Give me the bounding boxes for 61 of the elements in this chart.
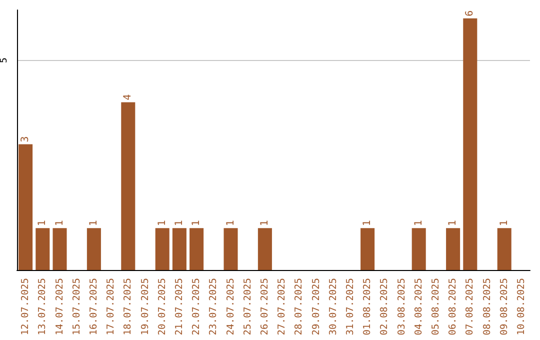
bar — [190, 228, 204, 270]
x-tick-label: 24.07.2025 — [225, 278, 236, 336]
bar — [52, 228, 67, 270]
data-label: 1 — [54, 220, 66, 226]
data-label: 1 — [191, 220, 202, 226]
x-tick-label: 25.07.2025 — [242, 278, 254, 336]
data-label: 1 — [174, 220, 185, 226]
y-tick-label: 5 — [0, 58, 10, 64]
bar — [497, 228, 512, 270]
x-tick-label: 27.07.2025 — [276, 278, 288, 336]
x-tick-label: 07.08.2025 — [464, 278, 476, 336]
x-tick-label: 08.08.2025 — [482, 278, 493, 336]
data-label: 1 — [259, 220, 270, 226]
x-tick-label: 30.07.2025 — [328, 278, 339, 336]
data-label: 6 — [464, 10, 476, 16]
x-tick-label: 02.08.2025 — [379, 278, 390, 336]
data-label: 4 — [122, 94, 134, 100]
bar — [36, 228, 50, 270]
x-tick-label: 29.07.2025 — [310, 278, 322, 336]
bar — [258, 228, 272, 270]
x-tick-label: 18.07.2025 — [122, 278, 134, 336]
x-tick-label: 14.07.2025 — [54, 278, 66, 336]
x-tick-label: 20.07.2025 — [156, 278, 168, 336]
data-label: 1 — [413, 220, 424, 226]
bar — [172, 228, 186, 270]
x-tick-label: 23.07.2025 — [208, 278, 220, 336]
data-label: 1 — [448, 220, 459, 226]
x-tick-label: 10.08.2025 — [516, 278, 527, 336]
bar — [446, 228, 460, 270]
x-tick-label: 31.07.2025 — [344, 278, 356, 336]
data-label: 1 — [362, 220, 374, 226]
x-tick-label: 26.07.2025 — [259, 278, 270, 336]
x-tick-label: 21.07.2025 — [174, 278, 185, 336]
x-tick-label: 01.08.2025 — [362, 278, 374, 336]
x-tick-label: 22.07.2025 — [191, 278, 202, 336]
bar — [155, 228, 170, 270]
data-label: 1 — [88, 220, 100, 226]
x-tick-label: 06.08.2025 — [448, 278, 459, 336]
bar — [224, 228, 238, 270]
data-label: 1 — [225, 220, 236, 226]
data-label: 1 — [37, 220, 48, 226]
data-label: 1 — [498, 220, 510, 226]
x-tick-label: 17.07.2025 — [106, 278, 117, 336]
bar — [18, 144, 33, 270]
x-tick-label: 16.07.2025 — [88, 278, 100, 336]
x-tick-label: 04.08.2025 — [413, 278, 424, 336]
x-tick-label: 13.07.2025 — [37, 278, 48, 336]
x-tick-label: 05.08.2025 — [430, 278, 442, 336]
x-tick-label: 03.08.2025 — [396, 278, 408, 336]
x-tick-label: 12.07.2025 — [20, 278, 32, 336]
x-tick-label: 28.07.2025 — [294, 278, 305, 336]
bar — [412, 228, 426, 270]
x-tick-label: 19.07.2025 — [140, 278, 151, 336]
x-tick-label: 15.07.2025 — [71, 278, 82, 336]
bar — [360, 228, 375, 270]
bar — [86, 228, 101, 270]
data-label: 3 — [20, 136, 32, 142]
data-label: 1 — [156, 220, 168, 226]
bar — [463, 18, 478, 270]
bar — [121, 102, 136, 270]
x-tick-label: 09.08.2025 — [498, 278, 510, 336]
